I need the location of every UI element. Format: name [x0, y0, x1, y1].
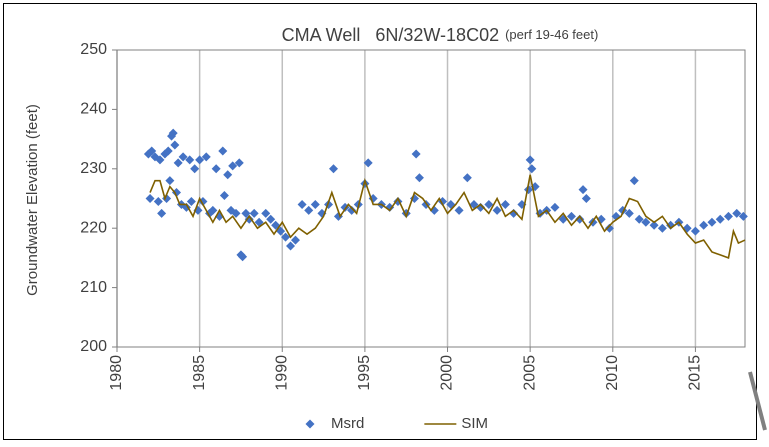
sim-line: [149, 174, 746, 259]
marker: [218, 146, 228, 156]
x-tick-label: 2000: [439, 355, 456, 391]
marker: [185, 155, 195, 165]
marker: [527, 164, 537, 174]
marker: [145, 194, 155, 203]
marker: [657, 223, 667, 233]
marker: [281, 232, 291, 242]
x-tick-label: 1995: [356, 355, 373, 391]
marker: [641, 217, 651, 227]
marker: [157, 208, 167, 218]
marker: [211, 164, 221, 174]
legend-label: SIM: [461, 415, 488, 432]
marker: [178, 152, 188, 162]
marker: [234, 158, 244, 168]
marker: [241, 208, 251, 218]
y-tick-label: 220: [80, 219, 107, 236]
marker: [261, 208, 271, 218]
marker: [219, 191, 229, 201]
decoration: [748, 371, 767, 431]
legend-marker: [305, 419, 315, 429]
marker: [328, 164, 338, 174]
marker: [170, 140, 180, 150]
chart-subtitle: (perf 19-46 feet): [505, 27, 598, 42]
marker: [732, 208, 742, 218]
marker: [244, 214, 254, 224]
y-tick-label: 210: [80, 279, 107, 296]
chart-border: [3, 3, 757, 440]
x-tick-label: 1985: [191, 355, 208, 391]
y-tick-label: 240: [80, 101, 107, 118]
marker: [550, 202, 560, 212]
y-tick-label: 230: [80, 160, 107, 177]
marker: [411, 149, 421, 159]
marker: [290, 235, 300, 245]
marker: [297, 199, 307, 209]
marker: [525, 155, 535, 165]
marker: [208, 205, 218, 215]
marker: [238, 252, 248, 262]
marker: [155, 155, 165, 165]
y-axis-title: Groundwater Elevation (feet): [24, 104, 41, 296]
marker: [634, 214, 644, 224]
marker: [171, 188, 181, 198]
marker: [201, 152, 211, 162]
x-tick-label: 2010: [604, 355, 621, 391]
marker: [484, 199, 494, 209]
marker: [286, 241, 296, 251]
marker: [566, 211, 576, 221]
x-tick-label: 2005: [521, 355, 538, 391]
marker: [581, 194, 591, 203]
chart-title: CMA Well 6N/32W-18C02: [282, 25, 499, 45]
marker: [347, 205, 357, 215]
marker: [578, 185, 588, 195]
marker: [738, 211, 748, 221]
marker: [707, 217, 717, 227]
x-tick-label: 1980: [108, 355, 125, 391]
marker: [304, 205, 314, 215]
marker: [454, 205, 464, 215]
marker: [186, 196, 196, 206]
marker: [153, 196, 163, 206]
legend-label: Msrd: [331, 415, 364, 432]
marker: [492, 205, 502, 215]
marker: [147, 146, 157, 156]
marker: [168, 128, 178, 138]
marker: [165, 176, 175, 186]
marker: [575, 214, 585, 224]
x-tick-label: 2015: [687, 355, 704, 391]
marker: [310, 199, 320, 209]
marker: [228, 161, 238, 171]
marker: [266, 214, 276, 224]
marker: [629, 176, 639, 186]
y-tick-label: 250: [80, 41, 107, 58]
marker: [249, 208, 259, 218]
y-tick-label: 200: [80, 338, 107, 355]
marker: [363, 158, 373, 168]
marker: [173, 158, 183, 168]
x-tick-label: 1990: [273, 355, 290, 391]
marker: [690, 226, 700, 236]
marker: [462, 173, 472, 183]
chart-title-group: CMA Well 6N/32W-18C02 (perf 19-46 feet): [282, 25, 599, 45]
marker: [163, 146, 173, 156]
marker: [715, 214, 725, 224]
marker: [604, 223, 614, 233]
marker: [195, 155, 205, 165]
marker: [624, 208, 634, 218]
marker: [190, 164, 200, 174]
marker: [231, 208, 241, 218]
marker: [223, 170, 233, 180]
marker: [682, 223, 692, 233]
marker: [723, 211, 733, 221]
marker: [699, 220, 709, 230]
plot-frame: [116, 49, 746, 348]
marker: [649, 220, 659, 230]
marker: [414, 173, 424, 183]
marker: [500, 199, 510, 209]
